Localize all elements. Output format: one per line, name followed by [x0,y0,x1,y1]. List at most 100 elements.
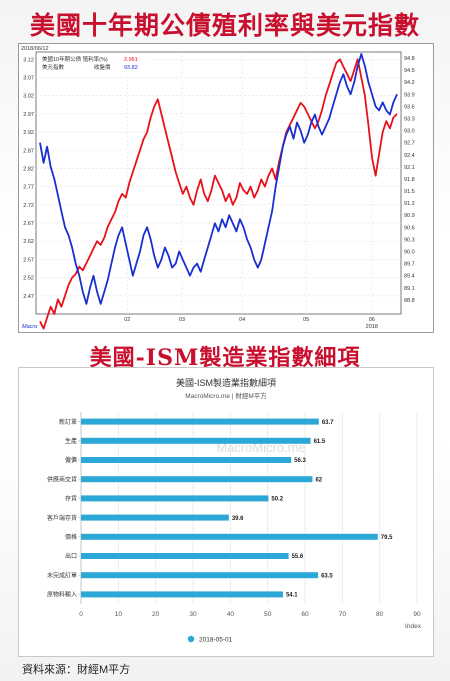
bar-value-label: 39.6 [232,516,244,522]
chart-date-label: 2018/06/12 [21,46,49,52]
y-left-tick-label: 2.47 [23,294,34,300]
y-left-tick-label: 3.12 [23,57,34,63]
legend-label: 2018-05-01 [199,636,233,643]
legend-label-dollar: 美元指數 [42,63,65,71]
dollar-index-series-line [39,53,398,305]
x-tick-label: 30 [189,611,197,618]
y-left-tick-label: 2.97 [23,112,34,118]
y-left-tick-label: 2.77 [23,185,34,191]
y-right-tick-label: 94.5 [404,68,415,74]
y-right-tick-label: 93.6 [404,104,415,110]
bar-value-label: 63.7 [322,420,334,426]
ism-bar [81,495,269,502]
legend-value-yield: 2.961 [124,57,138,63]
legend-box [40,54,150,74]
yield-series-line [39,58,398,330]
x-tick-label: 05 [303,317,309,323]
x-tick-label: 80 [376,611,384,618]
bar-value-label: 50.2 [271,497,283,503]
y-left-tick-label: 2.82 [23,166,34,172]
y-right-tick-label: 93.3 [404,117,415,123]
ism-bar [81,591,283,598]
x-year-label: 2018 [366,324,378,330]
x-tick-label: 10 [115,611,123,618]
ism-bar [81,553,289,559]
ism-bar [81,514,229,521]
bar-value-label: 63.5 [321,573,333,579]
y-right-tick-label: 94.2 [404,80,415,86]
ism-components-chart: 美國-ISM製造業指數細項 MacroMicro.me | 財經M平方 MacroM… [18,367,434,657]
y-right-tick-label: 92.7 [404,141,415,147]
category-label: 未完成訂單 [47,571,77,579]
y-right-tick-label: 93.0 [404,129,415,135]
category-label: 存貨 [65,495,77,503]
y-right-tick-label: 90.0 [404,250,415,256]
y-right-tick-label: 91.2 [404,201,415,207]
bar-value-label: 56.3 [294,458,306,464]
ism-bar [81,437,311,444]
ism-bar [81,418,319,425]
y-right-tick-label: 90.3 [404,237,415,243]
x-tick-label: 03 [179,317,185,323]
ism-bar [81,533,378,540]
x-tick-label: 04 [239,317,245,323]
y-right-tick-label: 89.1 [404,286,415,292]
y-left-tick-label: 2.72 [23,203,34,209]
data-source: 資料來源：財經M平方 [22,664,131,676]
ism-bar [81,457,292,463]
y-left-tick-label: 3.02 [23,94,34,100]
x-tick-label: 40 [227,611,235,618]
ism-chart-subtitle: MacroMicro.me | 財經M平方 [185,391,267,400]
ism-bar [81,476,313,483]
legend-marker [187,635,195,643]
y-right-tick-label: 92.1 [404,165,415,171]
category-label: 客戶端存貨 [47,514,77,522]
y-right-tick-label: 90.9 [404,213,415,219]
y-right-tick-label: 92.4 [404,153,415,159]
y-right-tick-label: 93.9 [404,92,415,98]
category-label: 原物料輸入 [47,591,77,599]
y-right-tick-label: 89.7 [404,262,415,268]
y-left-tick-label: 2.67 [23,221,34,227]
legend-value-label-dollar: 收盤價 [94,63,111,71]
y-right-tick-label: 88.8 [404,298,415,304]
bar-value-label: 62 [315,477,322,483]
yield-dollar-chart-svg: 2.47 2.52 2.57 2.62 2.67 2.72 2.77 2.82 2.87 2.92… [21,46,415,330]
bar-value-label: 54.1 [286,593,298,599]
category-label: 供應商交貨 [47,475,77,483]
x-tick-label: 90 [413,611,421,618]
x-tick-label: 0 [79,611,83,618]
x-tick-label: 20 [152,611,160,618]
y-left-tick-label: 3.07 [23,75,34,81]
category-label: 新訂單 [59,418,77,426]
legend-value-dollar: 93.82 [124,65,138,71]
y-right-tick-label: 90.6 [404,225,415,231]
x-tick-label: 06 [369,317,375,323]
y-right-tick-label: 91.5 [404,189,415,195]
y-left-tick-label: 2.87 [23,148,34,154]
x-tick-label: 02 [124,317,130,323]
category-label: 價格 [65,533,77,541]
x-axis-label: Index [405,623,422,630]
x-tick-label: 50 [264,611,272,618]
bar-value-label: 79.5 [381,535,393,541]
brand-label: Macro [22,324,37,330]
x-tick-label: 60 [301,611,309,618]
ism-bar [81,572,319,579]
chart2-title: 美國-ISM製造業指數細項 [89,345,361,371]
legend: 美國10年期公債 殖利率(%) 2.961 美元指數 收盤價 93.82 [40,54,150,74]
y-left-tick-label: 2.52 [23,276,34,282]
x-tick-label: 70 [339,611,347,618]
yield-dollar-chart: 2.47 2.52 2.57 2.62 2.67 2.72 2.77 2.82 2.87 2.92… [18,43,434,333]
category-label: 出口 [65,552,77,560]
y-left-tick-label: 2.92 [23,130,34,136]
y-left-tick-label: 2.57 [23,257,34,263]
bar-value-label: 61.5 [314,439,326,445]
ism-chart-title: 美國-ISM製造業指數細項 [176,377,276,388]
legend-label-yield: 美國10年期公債 殖利率(%) [42,55,108,63]
y-left-tick-label: 2.62 [23,239,34,245]
chart1-title: 美國十年期公債殖利率與美元指數 [29,11,420,40]
category-label: 生產 [65,437,77,445]
bar-value-label: 55.6 [292,554,304,560]
